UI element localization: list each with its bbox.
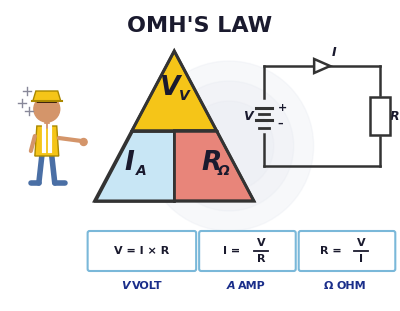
FancyBboxPatch shape xyxy=(88,231,196,271)
Text: –: – xyxy=(278,119,284,129)
Text: I: I xyxy=(124,150,134,176)
Text: V: V xyxy=(357,238,365,248)
Text: OMH'S LAW: OMH'S LAW xyxy=(126,16,272,36)
Text: A: A xyxy=(136,164,147,178)
Text: V: V xyxy=(243,109,253,123)
Circle shape xyxy=(164,81,294,211)
Text: V: V xyxy=(179,89,190,103)
Polygon shape xyxy=(35,126,59,156)
Text: R =: R = xyxy=(320,246,342,256)
Bar xyxy=(370,97,390,135)
Text: OHM: OHM xyxy=(336,281,366,291)
Text: R: R xyxy=(257,254,266,264)
Polygon shape xyxy=(33,91,61,101)
Text: V = I × R: V = I × R xyxy=(114,246,170,256)
Polygon shape xyxy=(174,131,254,201)
Text: V: V xyxy=(121,281,130,291)
Text: R: R xyxy=(390,109,399,123)
Polygon shape xyxy=(132,51,216,131)
Text: R: R xyxy=(201,150,221,176)
Polygon shape xyxy=(94,131,174,201)
Text: Ω: Ω xyxy=(324,281,334,291)
FancyBboxPatch shape xyxy=(199,231,296,271)
Text: I: I xyxy=(359,254,363,264)
Text: VOLT: VOLT xyxy=(132,281,163,291)
Polygon shape xyxy=(314,59,330,73)
Polygon shape xyxy=(36,99,58,103)
Text: A: A xyxy=(226,281,235,291)
Text: I =: I = xyxy=(223,246,240,256)
Circle shape xyxy=(144,61,314,231)
Text: +: + xyxy=(278,103,287,113)
Text: I: I xyxy=(332,45,336,58)
Text: V: V xyxy=(257,238,266,248)
Text: Ω: Ω xyxy=(217,164,229,178)
Text: V: V xyxy=(160,75,180,101)
FancyBboxPatch shape xyxy=(299,231,395,271)
Circle shape xyxy=(184,101,274,191)
Text: AMP: AMP xyxy=(238,281,266,291)
Circle shape xyxy=(34,96,60,122)
Circle shape xyxy=(80,138,87,146)
